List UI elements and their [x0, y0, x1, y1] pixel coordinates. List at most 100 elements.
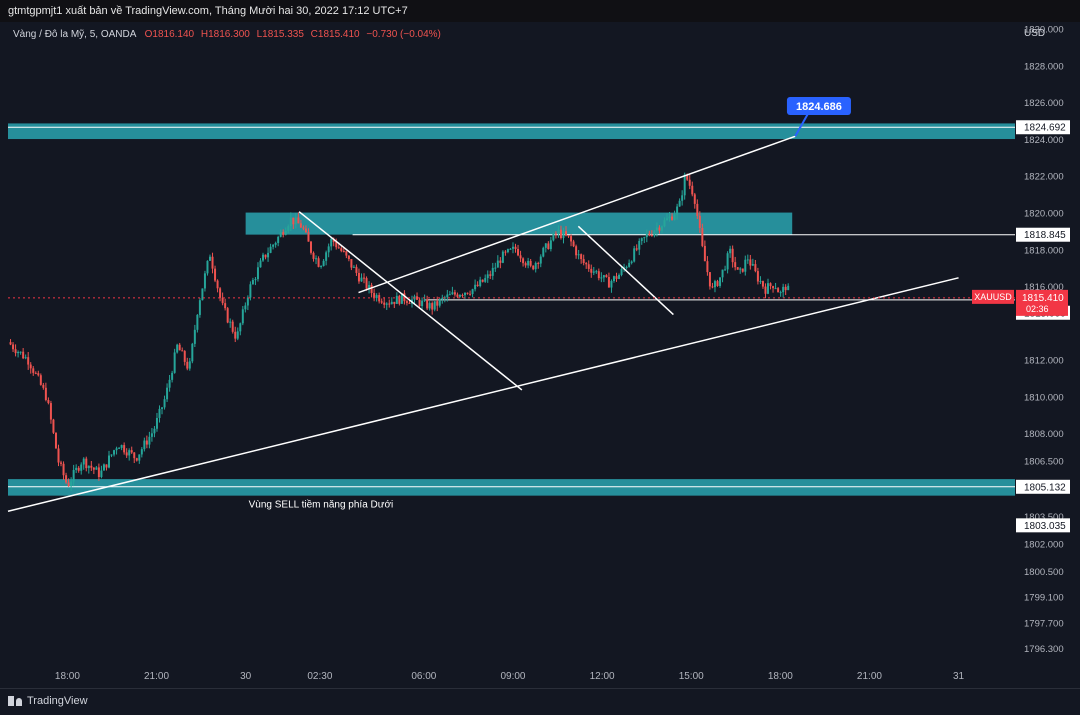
candle-body [115, 448, 118, 451]
candle-body [570, 236, 573, 242]
candle-body [693, 194, 696, 204]
lower-support-zone [8, 479, 1015, 496]
candle-body [102, 464, 105, 471]
footer-bar: TradingView [0, 688, 1080, 715]
candle-body [676, 206, 679, 215]
candle-body [221, 297, 224, 304]
drop-line-1[interactable] [298, 211, 523, 391]
tradingview-brand[interactable]: TradingView [8, 695, 88, 707]
x-tick-label: 18:00 [55, 671, 80, 682]
chart-background [0, 22, 1080, 688]
price-chart[interactable]: 1830.000 1828.000 1826.000 1824.000 1822.000… [0, 22, 1080, 688]
candle-body [130, 450, 133, 453]
candle-body [120, 445, 123, 448]
candle-body [474, 284, 477, 290]
candle-body [456, 294, 459, 297]
x-tick-label: 18:00 [768, 671, 793, 682]
candle-body [203, 273, 206, 289]
chart-frame[interactable]: 1830.000 1828.000 1826.000 1824.000 1822.000… [0, 22, 1080, 688]
candle-body [145, 440, 148, 445]
candle-body [241, 309, 244, 324]
y-tick-label: 1824.000 [1024, 135, 1064, 146]
candle-body [72, 469, 75, 482]
candle-body [494, 267, 497, 269]
candle-body [44, 387, 47, 401]
x-tick-label: 12:00 [590, 671, 615, 682]
candle-body [181, 350, 184, 352]
candle-body [282, 232, 285, 235]
candle-body [501, 251, 504, 263]
candle-body [711, 286, 714, 288]
candle-body [360, 277, 363, 282]
candle-body [143, 440, 146, 450]
candle-body [779, 292, 782, 294]
candle-body [153, 428, 156, 434]
y-tick-label: 1818.000 [1024, 245, 1064, 256]
y-tick-label: 1812.000 [1024, 356, 1064, 367]
candle-body [299, 223, 302, 228]
candle-body [183, 351, 186, 362]
y-tick-label: 1820.000 [1024, 208, 1064, 219]
candle-body [254, 279, 257, 281]
callout-text: 1824.686 [796, 101, 842, 113]
candle-body [433, 301, 436, 310]
y-tick-label: 1826.000 [1024, 98, 1064, 109]
candle-body [438, 299, 441, 306]
callout-pointer [794, 111, 810, 137]
rising-support-trendline[interactable] [7, 277, 959, 513]
rising-channel-upper-line[interactable] [358, 135, 796, 294]
candle-body [368, 284, 371, 289]
candle-body [304, 228, 307, 233]
candle-body [522, 258, 525, 264]
price-label-text: 1818.845 [1024, 230, 1066, 241]
candle-body [453, 292, 456, 295]
candle-body [683, 174, 686, 196]
candle-body [171, 372, 174, 380]
candle-body [29, 364, 32, 369]
trendlines-layer[interactable] [7, 135, 959, 513]
candle-body [309, 241, 312, 253]
candle-body [262, 254, 265, 261]
candle-body [587, 264, 590, 269]
candle-body [37, 373, 40, 376]
candle-body [325, 252, 328, 261]
sell-zone-annotation[interactable]: Vùng SELL tiềm năng phía Dưới [249, 499, 394, 511]
current-price-box [1016, 289, 1068, 316]
x-tick-label: 21:00 [857, 671, 882, 682]
price-label-text: 1824.692 [1024, 123, 1066, 134]
candle-body [123, 445, 126, 453]
candle-body [567, 235, 570, 237]
candle-body [633, 248, 636, 262]
candle-body [580, 254, 583, 260]
candle-body [772, 286, 775, 289]
candle-body [9, 342, 12, 345]
candle-body [542, 247, 545, 257]
current-symbol-box [972, 289, 1014, 304]
drop-line-2[interactable] [577, 225, 674, 316]
candle-body [696, 203, 699, 216]
candle-body [529, 260, 532, 266]
candle-body [49, 403, 52, 420]
candle-body [577, 254, 580, 256]
candle-body [385, 303, 388, 305]
candle-body [759, 281, 762, 283]
candle-body [782, 286, 785, 293]
candle-body [140, 449, 143, 455]
candle-body [691, 185, 694, 195]
candles-layer [9, 172, 790, 491]
candle-body [62, 463, 65, 476]
price-callout[interactable]: 1824.686 [786, 96, 851, 137]
y-tick-label: 1796.300 [1024, 644, 1064, 655]
candle-body [582, 259, 585, 263]
candle-body [620, 269, 623, 275]
candle-body [34, 372, 37, 374]
candle-body [423, 299, 426, 301]
candle-body [239, 323, 242, 332]
time-axis[interactable]: 18:00 21:00 30 02:30 06:00 09:00 12:00 15:00 18:… [0, 664, 1016, 688]
candle-body [85, 458, 88, 469]
candle-body [206, 260, 209, 274]
x-tick-label: 31 [953, 671, 965, 682]
candle-body [767, 283, 770, 294]
y-tick-label: 1802.000 [1024, 539, 1064, 550]
price-label-box [1016, 120, 1070, 135]
